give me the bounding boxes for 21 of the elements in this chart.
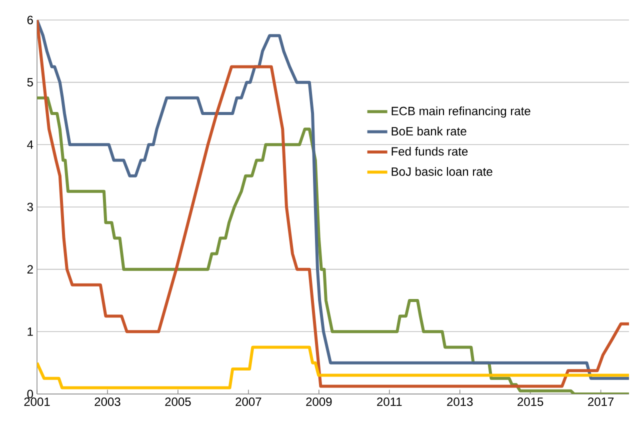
x-tick-label: 2017 (588, 398, 614, 406)
x-tick-label: 2005 (165, 398, 191, 406)
y-tick-label: 0 (27, 390, 34, 398)
line-series (37, 346, 629, 390)
y-tick-label: 4 (27, 140, 34, 149)
y-tick-label: 2 (27, 265, 33, 274)
x-tick-label: 2013 (447, 398, 473, 406)
x-tick-label: 2003 (94, 398, 120, 406)
x-tick-label: 2009 (306, 398, 332, 406)
x-tick-label: 2007 (236, 398, 262, 406)
x-tick-label: 2011 (377, 398, 402, 406)
legend-label: ECB main refinancing rate (392, 106, 530, 118)
y-tick-label: 6 (27, 16, 33, 24)
legend-label: BoE bank rate (392, 126, 466, 136)
legend-label: BoJ basic loan rate (392, 167, 492, 176)
y-tick-label: 1 (28, 328, 33, 336)
x-tick-label: 2001 (24, 398, 50, 406)
y-tick-label: 3 (27, 202, 33, 212)
x-tick-label: 2015 (518, 398, 544, 406)
legend-label: Fed funds rate (392, 146, 468, 156)
y-tick-label: 5 (27, 78, 33, 87)
